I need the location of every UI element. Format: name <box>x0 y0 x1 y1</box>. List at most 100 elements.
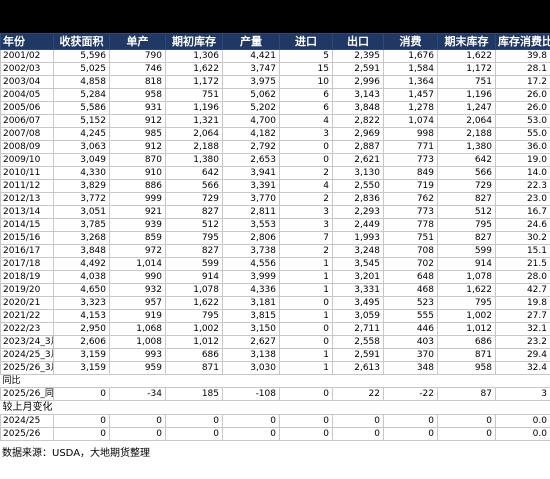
table-cell: 0 <box>279 387 333 401</box>
table-cell: 24.6 <box>495 218 550 232</box>
table-cell: 1,172 <box>437 62 496 76</box>
table-cell: 751 <box>165 88 223 102</box>
table-cell: 3,201 <box>332 270 384 284</box>
table-cell: 5,202 <box>222 101 280 115</box>
table-cell: 6 <box>279 88 333 102</box>
table-cell: 566 <box>165 179 223 193</box>
table-cell: 2021/22 <box>0 309 54 323</box>
table-cell: 1,078 <box>437 270 496 284</box>
table-cell: 2010/11 <box>0 166 54 180</box>
table-cell: 859 <box>109 231 166 245</box>
table-cell: 29.4 <box>495 348 550 362</box>
table-cell: 3,770 <box>222 192 280 206</box>
table-cell: 959 <box>109 361 166 375</box>
table-cell: 1,676 <box>383 49 438 63</box>
table-cell: 22.3 <box>495 179 550 193</box>
table-row: 2009/10 3,049 870 1,380 2,653 0 2,621 773 642 19.… <box>0 153 550 167</box>
table-cell: 0 <box>53 427 110 441</box>
table-row: 2010/11 4,330 910 642 3,941 2 3,130 849 566 14.0 <box>0 166 550 180</box>
table-row: 2016/17 3,848 972 827 3,738 2 3,248 708 599 15.1 <box>0 244 550 258</box>
table-cell: 1,002 <box>437 309 496 323</box>
column-header: 库存消费比 <box>495 33 550 50</box>
table-cell: 1 <box>279 257 333 271</box>
table-cell: 870 <box>109 153 166 167</box>
table-row: 2024/25_3月3,1599936863,13812,59137087129… <box>0 348 550 362</box>
table-cell: 3,747 <box>222 62 280 76</box>
table-cell: -22 <box>383 387 438 401</box>
table-cell: 3,391 <box>222 179 280 193</box>
table-cell: 3,150 <box>222 322 280 336</box>
table-cell: 1,012 <box>437 322 496 336</box>
table-cell: 0 <box>165 427 223 441</box>
table-cell: 0 <box>279 427 333 441</box>
table-cell: 795 <box>165 231 223 245</box>
table-cell: 921 <box>109 205 166 219</box>
table-cell: 1,306 <box>165 49 223 63</box>
table-cell: 1,364 <box>383 75 438 89</box>
table-cell: 827 <box>165 244 223 258</box>
table-cell: 702 <box>383 257 438 271</box>
table-cell: 1,584 <box>383 62 438 76</box>
table-cell: 3,268 <box>53 231 110 245</box>
table-cell: 3 <box>279 218 333 232</box>
table-cell: 5,586 <box>53 101 110 115</box>
table-cell: 87 <box>437 387 496 401</box>
table-cell: 5,596 <box>53 49 110 63</box>
table-cell: 1,247 <box>437 101 496 115</box>
table-cell: -34 <box>109 387 166 401</box>
table-cell: 3,248 <box>332 244 384 258</box>
table-cell: 6 <box>279 101 333 115</box>
table-cell: 2,591 <box>332 62 384 76</box>
section-label: 同比 <box>0 374 550 388</box>
table-cell: 3 <box>279 205 333 219</box>
table-cell: 1,196 <box>437 88 496 102</box>
table-cell: 998 <box>383 127 438 141</box>
table-cell: 370 <box>383 348 438 362</box>
table-row: 2023/24_3月2,6061,0081,0122,62702,5584036… <box>0 335 550 349</box>
table-cell: 19.0 <box>495 153 550 167</box>
column-header: 年份 <box>0 33 54 50</box>
table-cell: 2,550 <box>332 179 384 193</box>
table-cell: 1,380 <box>165 153 223 167</box>
table-cell: 17.2 <box>495 75 550 89</box>
table-cell: 3,848 <box>53 244 110 258</box>
table-cell: 0 <box>279 414 333 428</box>
table-cell: 729 <box>165 192 223 206</box>
table-cell: 53.0 <box>495 114 550 128</box>
table-cell: 642 <box>437 153 496 167</box>
table-cell: 28.0 <box>495 270 550 284</box>
table-cell: 932 <box>109 283 166 297</box>
table-cell: 2011/12 <box>0 179 54 193</box>
table-cell: 719 <box>383 179 438 193</box>
table-cell: 0 <box>53 414 110 428</box>
table-cell: 2 <box>279 192 333 206</box>
table-cell: 1,078 <box>165 283 223 297</box>
table-cell: 4,182 <box>222 127 280 141</box>
table-cell: 795 <box>165 309 223 323</box>
table-cell: 2020/21 <box>0 296 54 310</box>
table-cell: 0 <box>222 427 280 441</box>
table-cell: 2015/16 <box>0 231 54 245</box>
table-cell: 4,421 <box>222 49 280 63</box>
table-cell: 1,321 <box>165 114 223 128</box>
table-cell: 2024/25 <box>0 414 54 428</box>
table-row: 2011/12 3,829 886 566 3,391 4 2,550 719 729 22.3 <box>0 179 550 193</box>
table-cell: 0 <box>383 427 438 441</box>
table-cell: 512 <box>437 205 496 219</box>
table-cell: 4 <box>279 114 333 128</box>
table-cell: 2025/26_同比 <box>0 387 54 401</box>
table-row: 2008/09 3,063 912 2,188 2,792 0 2,887 771 1,380 3… <box>0 140 550 154</box>
table-row: 2002/03 5,025 746 1,622 3,747 15 2,591 1,584 1,1… <box>0 62 550 76</box>
table-cell: 4,330 <box>53 166 110 180</box>
table-cell: 1,068 <box>109 322 166 336</box>
table-cell: 0 <box>437 427 496 441</box>
table-cell: 1,012 <box>165 335 223 349</box>
table-cell: 0 <box>332 427 384 441</box>
table-cell: 2017/18 <box>0 257 54 271</box>
table-cell: 3,323 <box>53 296 110 310</box>
table-cell: 4,650 <box>53 283 110 297</box>
table-cell: 599 <box>165 257 223 271</box>
table-cell: 914 <box>437 257 496 271</box>
table-cell: 1,993 <box>332 231 384 245</box>
table-cell: 22 <box>332 387 384 401</box>
